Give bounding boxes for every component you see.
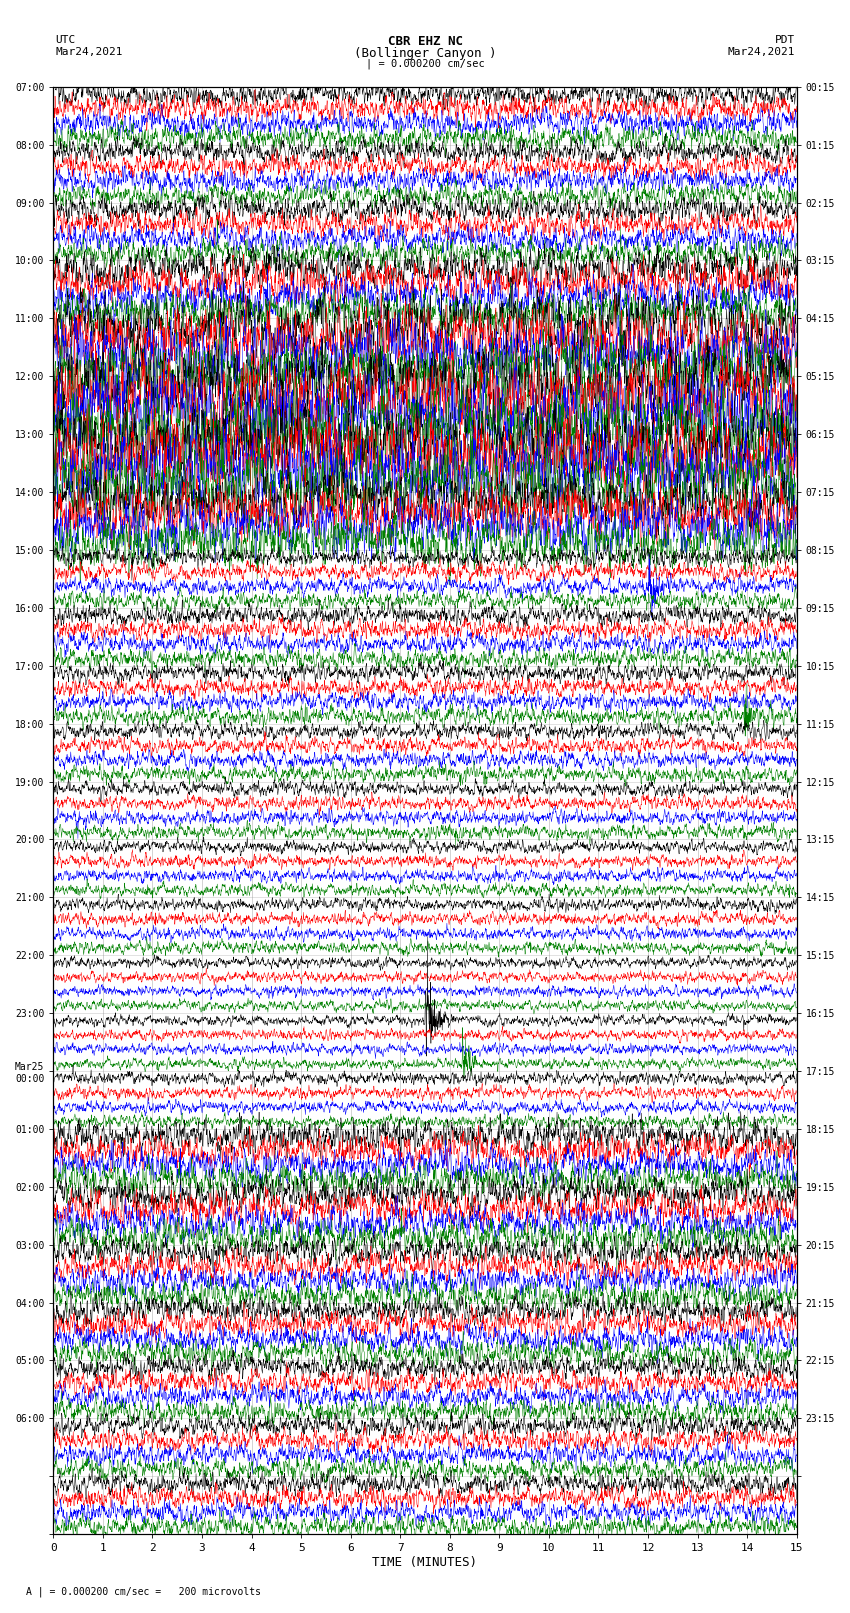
X-axis label: TIME (MINUTES): TIME (MINUTES) [372, 1557, 478, 1569]
Text: Mar24,2021: Mar24,2021 [55, 47, 122, 56]
Text: Mar24,2021: Mar24,2021 [728, 47, 795, 56]
Text: (Bollinger Canyon ): (Bollinger Canyon ) [354, 47, 496, 60]
Text: A | = 0.000200 cm/sec =   200 microvolts: A | = 0.000200 cm/sec = 200 microvolts [26, 1586, 260, 1597]
Text: CBR EHZ NC: CBR EHZ NC [388, 35, 462, 48]
Text: | = 0.000200 cm/sec: | = 0.000200 cm/sec [366, 58, 484, 69]
Text: PDT: PDT [774, 35, 795, 45]
Text: UTC: UTC [55, 35, 76, 45]
